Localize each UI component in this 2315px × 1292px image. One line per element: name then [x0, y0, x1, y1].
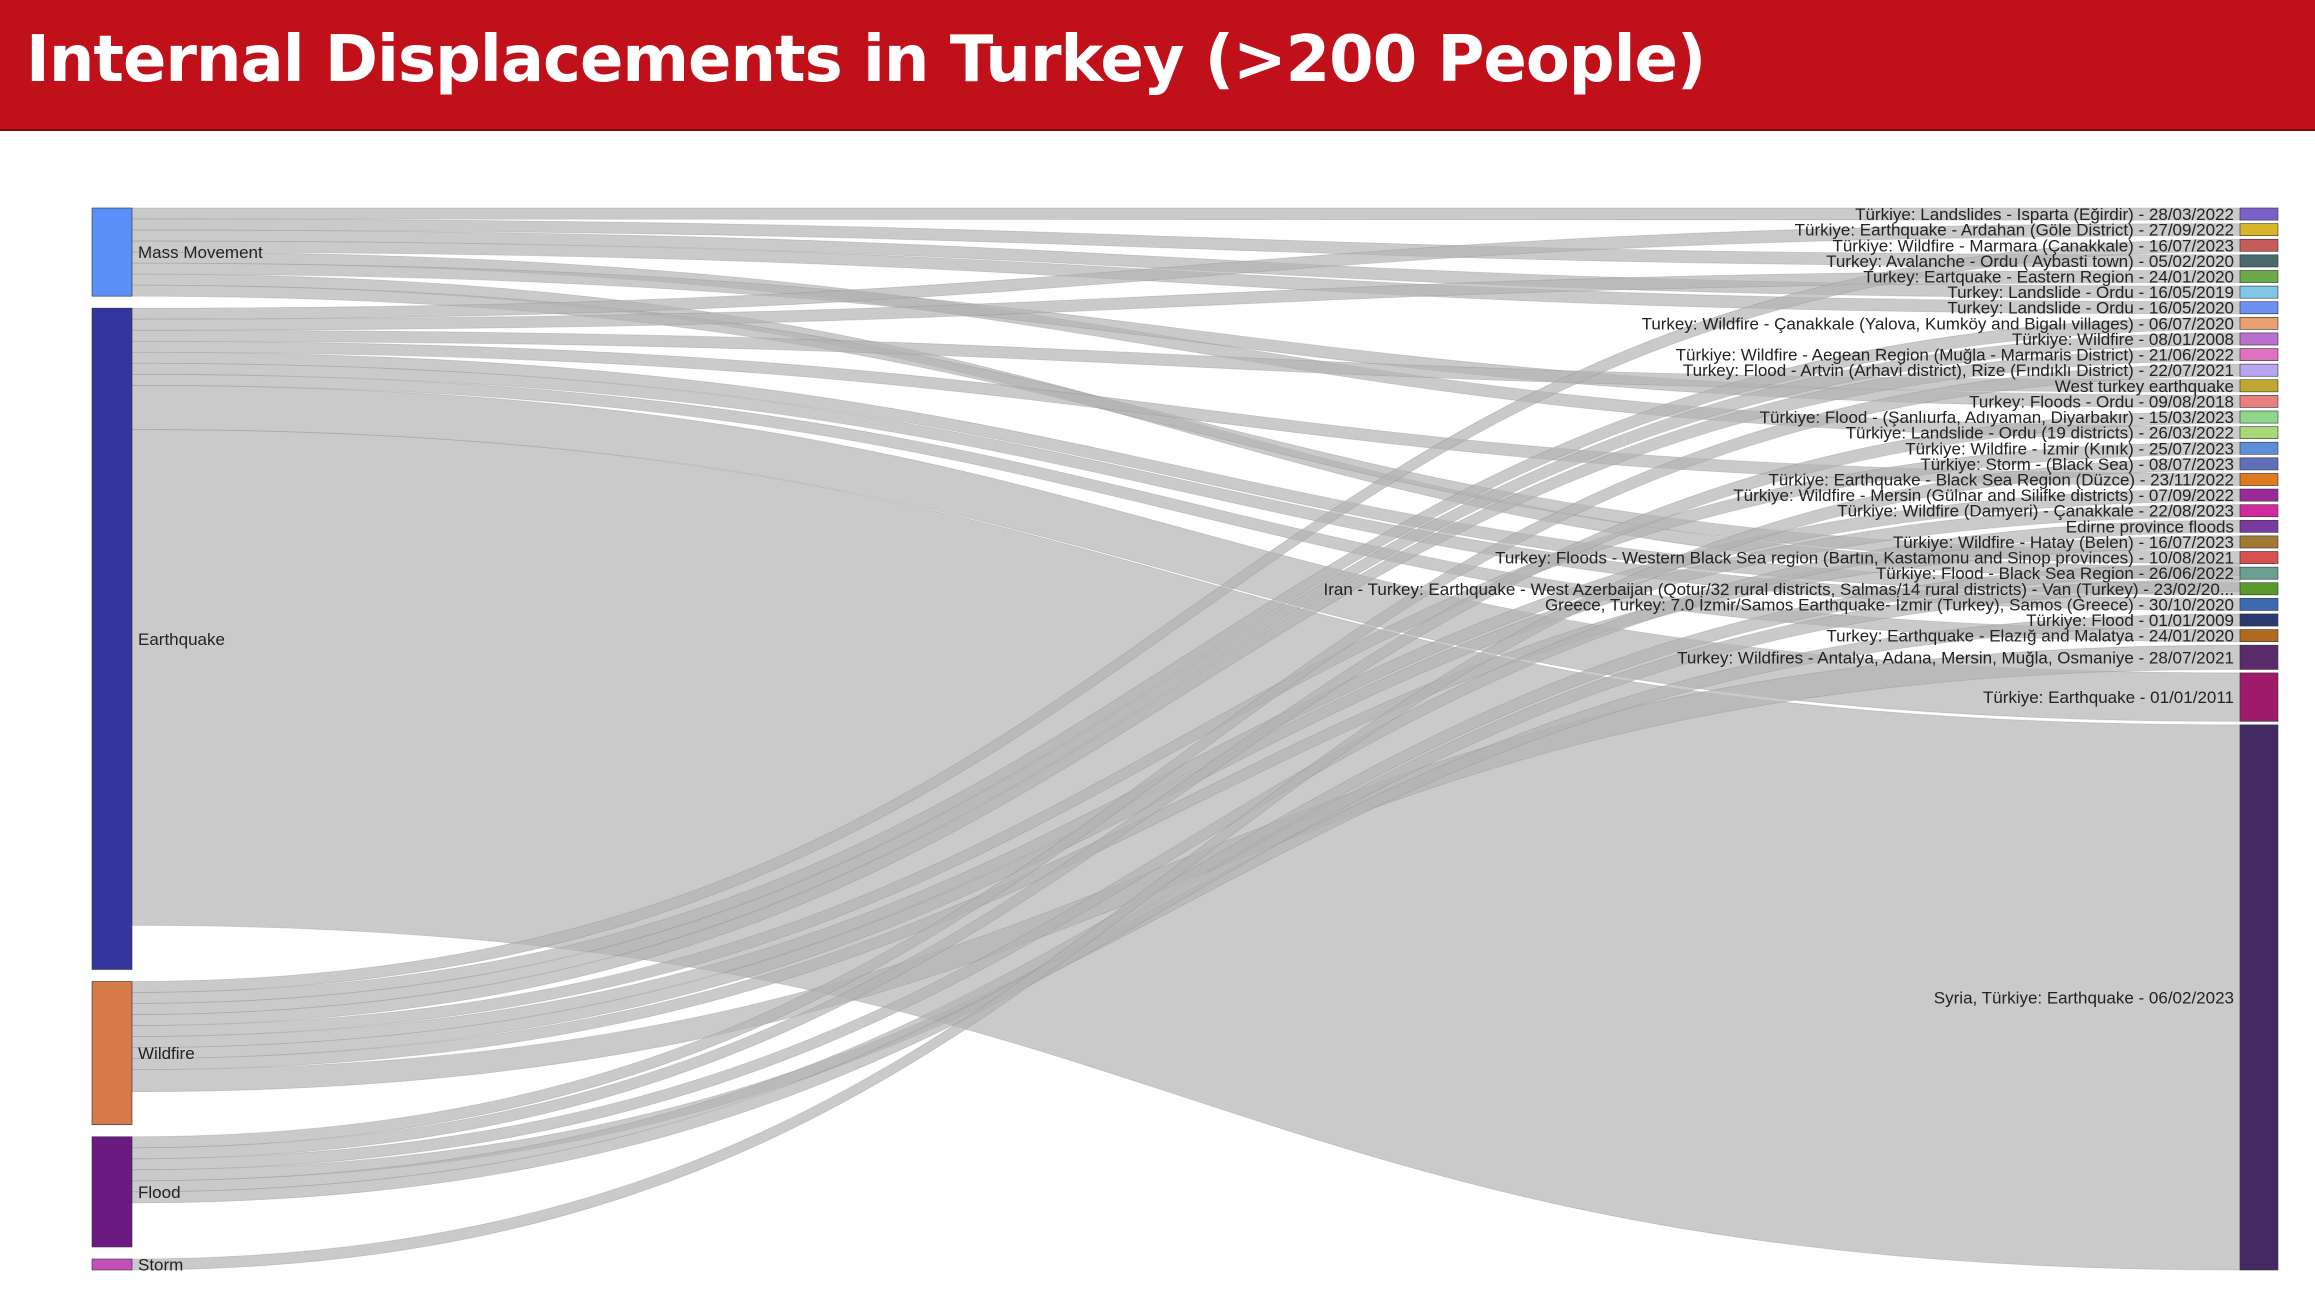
- target-label: Türkiye: Wildfire - Hatay (Belen) - 16/0…: [1893, 533, 2234, 552]
- source-node-flood[interactable]: [91, 1136, 133, 1248]
- target-label: Syria, Türkiye: Earthquake - 06/02/2023: [1934, 988, 2234, 1007]
- target-node-iran-turkey-earthquake-west-azerbaijan-qotur-32-[interactable]: [2239, 582, 2279, 596]
- source-label: Storm: [138, 1255, 183, 1274]
- target-label: Türkiye: Flood - (Şanlıurfa, Adıyaman, D…: [1760, 408, 2234, 427]
- target-node-turkey-earthquake-elaz-and-malatya-24-01-2020[interactable]: [2239, 629, 2279, 642]
- target-label: Türkiye: Wildfire - Mersin (Gülnar and S…: [1733, 486, 2234, 505]
- target-node-turkey-wildfires-antalya-adana-mersin-mu-la-osma[interactable]: [2239, 644, 2279, 670]
- source-node-mass-movement[interactable]: [91, 207, 133, 297]
- title-banner: Internal Displacements in Turkey (>200 P…: [0, 0, 2315, 131]
- target-label: Türkiye: Earthquake - Black Sea Region (…: [1768, 470, 2234, 489]
- target-label: Turkey: Floods - Ordu - 09/08/2018: [1969, 392, 2234, 411]
- target-label: Türkiye: Landslides - Isparta (Eğirdir) …: [1855, 205, 2234, 224]
- target-label: Türkiye: Wildfire (Damyeri) - Çanakkale …: [1837, 502, 2234, 521]
- target-node-turkey-landslide-ordu-16-05-2019[interactable]: [2239, 285, 2279, 299]
- target-node-turkey-avalanche-ordu-aybasti-town-05-02-2020[interactable]: [2239, 254, 2279, 268]
- target-label: Turkey: Avalanche - Ordu ( Aybasti town)…: [1826, 252, 2234, 271]
- target-label: Türkiye: Landslide - Ordu (19 districts)…: [1846, 424, 2234, 443]
- target-node-t-rkiye-wildfire-hatay-belen-16-07-2023[interactable]: [2239, 535, 2279, 549]
- target-node-t-rkiye-earthquake-black-sea-region-d-zce-23-11-[interactable]: [2239, 473, 2279, 486]
- target-node-t-rkiye-landslide-ordu-19-districts-26-03-2022[interactable]: [2239, 426, 2279, 440]
- target-node-edirne-province-floods[interactable]: [2239, 519, 2279, 533]
- target-label: Türkiye: Earthquake - Ardahan (Göle Dist…: [1795, 221, 2234, 240]
- source-label: Wildfire: [138, 1044, 195, 1063]
- target-label: Turkey: Floods - Western Black Sea regio…: [1495, 549, 2234, 568]
- target-label: Turkey: Landslide - Ordu - 16/05/2019: [1947, 283, 2234, 302]
- target-node-t-rkiye-wildfire-aegean-region-mu-la-marmaris-di[interactable]: [2239, 348, 2279, 361]
- page-title: Internal Displacements in Turkey (>200 P…: [26, 23, 1706, 97]
- target-node-t-rkiye-earthquake-01-01-2011[interactable]: [2239, 672, 2279, 722]
- source-label: Earthquake: [138, 630, 225, 649]
- target-label: Edirne province floods: [2066, 517, 2234, 536]
- target-label: Turkey: Wildfire - Çanakkale (Yalova, Ku…: [1642, 314, 2234, 333]
- target-label: Türkiye: Wildfire - 08/01/2008: [2012, 330, 2234, 349]
- target-node-syria-t-rkiye-earthquake-06-02-2023[interactable]: [2239, 724, 2279, 1271]
- sankey-labels: Mass Movement Earthquake Wildfire Flood Stor…: [138, 205, 2234, 1274]
- target-label: Türkiye: Wildfire - İzmir (Kınık) - 25/0…: [1905, 439, 2234, 458]
- target-node-turkey-flood-artvin-arhavi-district-rize-f-nd-kl[interactable]: [2239, 363, 2279, 377]
- target-node-t-rkiye-wildfire-damyeri-anakkale-22-08-2023[interactable]: [2239, 504, 2279, 518]
- target-node-t-rkiye-wildfire-08-01-2008[interactable]: [2239, 332, 2279, 346]
- source-node-storm[interactable]: [91, 1258, 133, 1271]
- target-label: Türkiye: Flood - 01/01/2009: [2026, 611, 2234, 630]
- source-label: Flood: [138, 1183, 181, 1202]
- target-node-t-rkiye-landslides-isparta-e-irdir-28-03-2022[interactable]: [2239, 207, 2279, 221]
- target-node-t-rkiye-flood-black-sea-region-26-06-2022[interactable]: [2239, 566, 2279, 580]
- target-node-t-rkiye-storm-black-sea-08-07-2023[interactable]: [2239, 457, 2279, 471]
- target-label: Turkey: Eartquake - Eastern Region - 24/…: [1863, 268, 2234, 287]
- target-label: Türkiye: Storm - (Black Sea) - 08/07/202…: [1920, 455, 2234, 474]
- sankey-links: [131, 207, 2241, 1271]
- source-node-wildfire[interactable]: [91, 981, 133, 1126]
- target-node-turkey-wildfire-anakkale-yalova-kumk-y-and-bigal[interactable]: [2239, 316, 2279, 330]
- target-node-t-rkiye-flood-01-01-2009[interactable]: [2239, 613, 2279, 627]
- target-label: Iran - Turkey: Earthquake - West Azerbai…: [1324, 580, 2234, 599]
- target-node-t-rkiye-earthquake-ardahan-g-le-district-27-09-2[interactable]: [2239, 223, 2279, 237]
- target-label: Turkey: Landslide - Ordu - 16/05/2020: [1947, 299, 2234, 318]
- sankey-nodes: [91, 207, 2279, 1271]
- target-node-turkey-landslide-ordu-16-05-2020[interactable]: [2239, 301, 2279, 315]
- target-node-t-rkiye-wildfire-i-zmir-k-n-k-25-07-2023[interactable]: [2239, 441, 2279, 455]
- target-label: Türkiye: Earthquake - 01/01/2011: [1983, 688, 2234, 707]
- target-label: Turkey: Flood - Artvin (Arhavi district)…: [1683, 361, 2234, 380]
- target-node-west-turkey-earthquake[interactable]: [2239, 379, 2279, 393]
- target-label: Türkiye: Wildfire - Aegean Region (Muğla…: [1676, 346, 2234, 365]
- target-label: Türkiye: Wildfire - Marmara (Çanakkale) …: [1832, 236, 2234, 255]
- target-label: West turkey earthquake: [2055, 377, 2234, 396]
- target-label: Türkiye: Flood - Black Sea Region - 26/0…: [1876, 564, 2234, 583]
- target-node-turkey-eartquake-eastern-region-24-01-2020[interactable]: [2239, 270, 2279, 283]
- source-node-earthquake[interactable]: [91, 307, 133, 970]
- target-node-t-rkiye-flood-anl-urfa-ad-yaman-diyarbak-r-15-03[interactable]: [2239, 410, 2279, 424]
- target-label: Greece, Turkey: 7.0 İzmir/Samos Earthqua…: [1545, 595, 2234, 614]
- target-node-turkey-floods-western-black-sea-region-bart-n-ka[interactable]: [2239, 551, 2279, 564]
- target-label: Turkey: Earthquake - Elazığ and Malatya …: [1826, 627, 2234, 646]
- target-node-t-rkiye-wildfire-mersin-g-lnar-and-silifke-distr[interactable]: [2239, 488, 2279, 502]
- target-node-t-rkiye-wildfire-marmara-anakkale-16-07-2023[interactable]: [2239, 238, 2279, 252]
- target-label: Turkey: Wildfires - Antalya, Adana, Mers…: [1677, 648, 2234, 667]
- target-node-greece-turkey-7-0-i-zmir-samos-earthquake-i-zmir[interactable]: [2239, 598, 2279, 611]
- target-node-turkey-floods-ordu-09-08-2018[interactable]: [2239, 395, 2279, 408]
- source-label: Mass Movement: [138, 243, 263, 262]
